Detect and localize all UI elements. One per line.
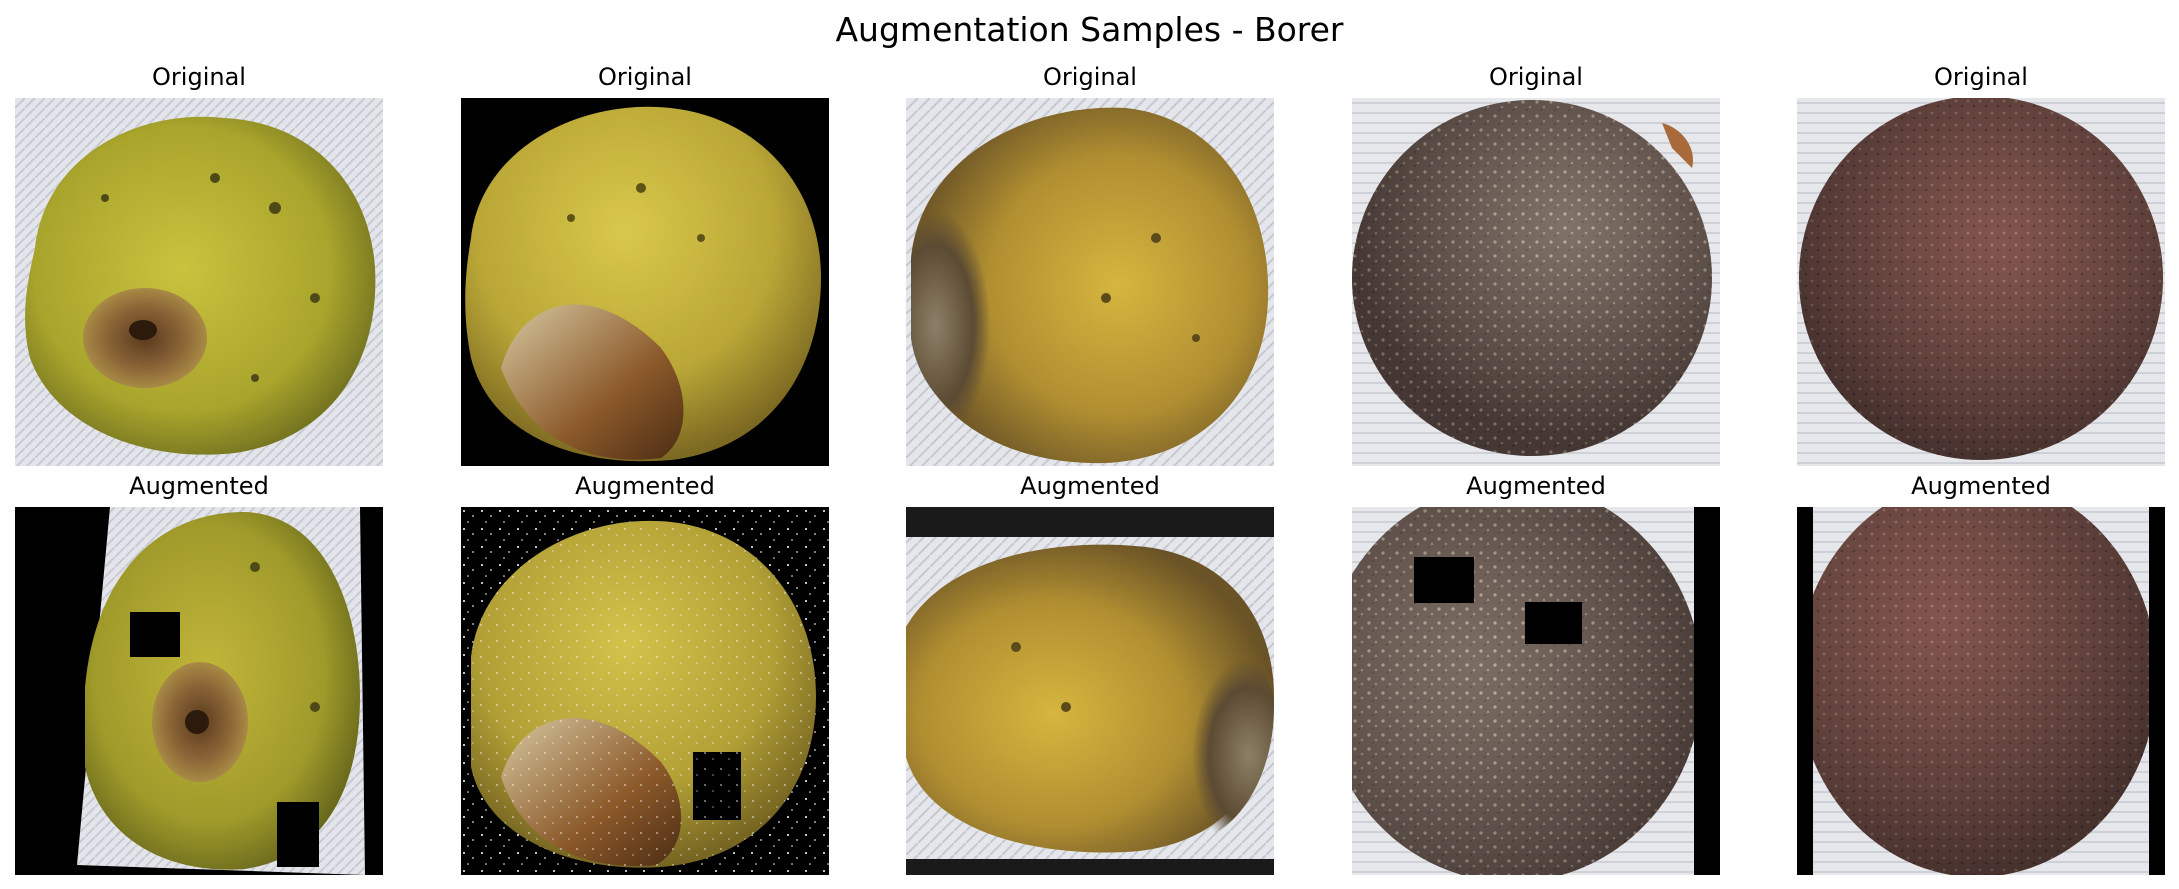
augmented-image-2 [461, 507, 829, 875]
augmented-image-1 [15, 507, 383, 875]
panel-title: Original [1489, 63, 1583, 91]
original-image-3 [906, 98, 1274, 466]
augmented-image-3 [906, 507, 1274, 875]
panel-title: Augmented [1466, 472, 1606, 500]
original-image-1 [15, 98, 383, 466]
original-image-4 [1352, 98, 1720, 466]
panel-title: Original [1043, 63, 1137, 91]
panel-title: Augmented [129, 472, 269, 500]
panel-title: Original [1934, 63, 2028, 91]
panel-title: Augmented [1020, 472, 1160, 500]
augmented-image-5 [1797, 507, 2165, 875]
panel-title: Augmented [1911, 472, 2051, 500]
original-image-5 [1797, 98, 2165, 466]
augmented-image-4 [1352, 507, 1720, 875]
figure-title: Augmentation Samples - Borer [835, 10, 1344, 49]
panel-title: Original [598, 63, 692, 91]
original-image-2 [461, 98, 829, 466]
panel-title: Original [152, 63, 246, 91]
panel-title: Augmented [575, 472, 715, 500]
